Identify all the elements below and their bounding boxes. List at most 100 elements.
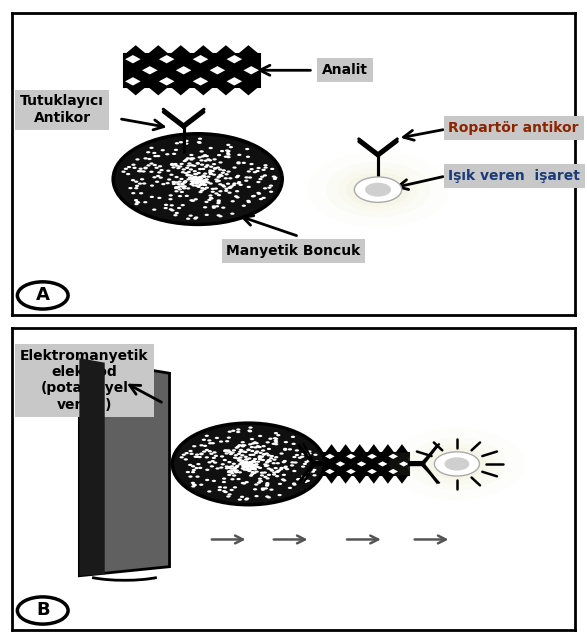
Circle shape — [242, 162, 246, 164]
Circle shape — [153, 164, 157, 166]
Circle shape — [178, 188, 182, 190]
Circle shape — [389, 428, 525, 500]
Circle shape — [238, 463, 242, 466]
Circle shape — [164, 204, 168, 206]
Circle shape — [237, 154, 241, 156]
Circle shape — [265, 441, 270, 444]
Circle shape — [177, 207, 181, 209]
Circle shape — [270, 168, 274, 170]
Circle shape — [221, 206, 225, 209]
Circle shape — [185, 174, 190, 176]
Polygon shape — [227, 55, 242, 64]
Circle shape — [228, 186, 232, 189]
Circle shape — [234, 454, 238, 457]
Circle shape — [283, 467, 288, 469]
Circle shape — [189, 168, 193, 170]
Circle shape — [269, 489, 274, 491]
Circle shape — [217, 194, 221, 196]
Circle shape — [183, 160, 187, 162]
Circle shape — [251, 471, 255, 473]
Circle shape — [170, 163, 174, 166]
Circle shape — [143, 167, 148, 170]
Circle shape — [168, 198, 173, 201]
Circle shape — [156, 175, 160, 177]
Circle shape — [174, 181, 178, 184]
Circle shape — [197, 141, 202, 144]
Circle shape — [203, 206, 207, 208]
Circle shape — [193, 176, 197, 179]
Circle shape — [303, 463, 307, 465]
Circle shape — [190, 164, 194, 167]
Circle shape — [247, 464, 252, 466]
Circle shape — [230, 469, 235, 471]
Circle shape — [208, 147, 213, 149]
Circle shape — [174, 149, 178, 151]
Circle shape — [171, 181, 176, 183]
Circle shape — [217, 214, 221, 217]
Circle shape — [260, 456, 264, 458]
Polygon shape — [244, 66, 259, 75]
Circle shape — [247, 449, 251, 451]
Circle shape — [254, 484, 258, 485]
Circle shape — [262, 453, 266, 455]
Circle shape — [204, 179, 208, 181]
Circle shape — [326, 162, 430, 217]
Circle shape — [131, 179, 135, 181]
Circle shape — [229, 453, 233, 455]
Circle shape — [193, 178, 197, 181]
Circle shape — [254, 446, 258, 449]
Text: A: A — [36, 286, 50, 304]
Circle shape — [157, 197, 161, 199]
Circle shape — [278, 483, 282, 485]
Circle shape — [139, 192, 143, 194]
Circle shape — [285, 468, 289, 470]
Circle shape — [265, 484, 269, 485]
Circle shape — [249, 461, 253, 463]
Circle shape — [171, 167, 176, 168]
Circle shape — [247, 464, 251, 466]
Circle shape — [174, 187, 178, 189]
Circle shape — [251, 195, 255, 197]
Circle shape — [308, 450, 312, 453]
Text: Ropartör antikor: Ropartör antikor — [448, 121, 579, 134]
Circle shape — [224, 190, 228, 192]
Circle shape — [232, 167, 237, 168]
Circle shape — [164, 207, 168, 209]
Polygon shape — [124, 53, 259, 87]
Circle shape — [276, 462, 280, 464]
Circle shape — [172, 153, 176, 155]
Circle shape — [236, 175, 240, 177]
Circle shape — [265, 460, 270, 463]
Circle shape — [183, 181, 187, 184]
Circle shape — [264, 465, 268, 467]
Circle shape — [266, 496, 271, 498]
Circle shape — [261, 449, 265, 451]
Circle shape — [276, 434, 281, 437]
Circle shape — [127, 166, 131, 168]
Circle shape — [316, 462, 320, 465]
Circle shape — [292, 484, 296, 485]
Polygon shape — [171, 45, 191, 53]
Circle shape — [207, 439, 211, 442]
Polygon shape — [367, 469, 377, 474]
Circle shape — [238, 459, 242, 461]
Circle shape — [245, 498, 249, 500]
Circle shape — [263, 463, 268, 466]
Circle shape — [181, 168, 186, 170]
Circle shape — [192, 484, 196, 485]
Circle shape — [193, 217, 197, 220]
Circle shape — [237, 181, 241, 183]
Circle shape — [224, 156, 228, 158]
Circle shape — [263, 174, 267, 177]
Circle shape — [200, 187, 204, 189]
Circle shape — [307, 152, 449, 228]
Circle shape — [260, 176, 264, 178]
Circle shape — [290, 461, 295, 464]
Circle shape — [183, 181, 187, 183]
Circle shape — [190, 178, 194, 180]
Circle shape — [241, 460, 245, 462]
Circle shape — [301, 466, 305, 467]
Circle shape — [217, 154, 221, 156]
Circle shape — [224, 450, 228, 452]
Circle shape — [200, 453, 204, 455]
